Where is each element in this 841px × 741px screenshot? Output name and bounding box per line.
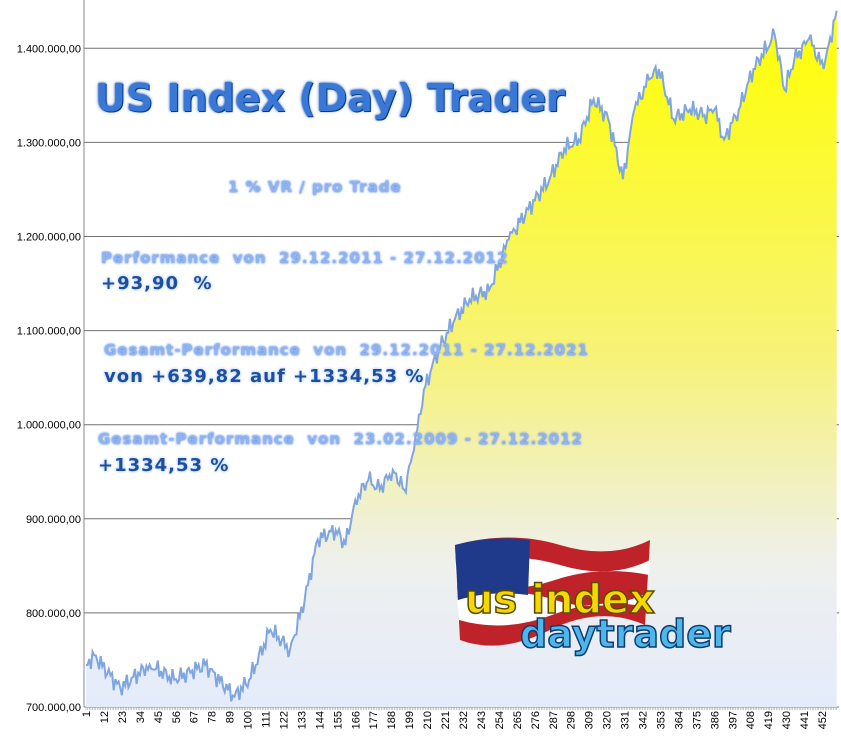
y-tick-label: 1.100.000,00 xyxy=(17,326,81,338)
x-tick-label: 210 xyxy=(422,711,434,729)
x-tick-label: 265 xyxy=(512,711,524,729)
x-tick-label: 34 xyxy=(135,711,147,723)
x-tick-label: 144 xyxy=(314,711,326,729)
x-tick-label: 452 xyxy=(817,711,829,729)
x-tick-label: 309 xyxy=(584,711,596,729)
x-tick-label: 122 xyxy=(278,711,290,729)
x-tick-label: 276 xyxy=(530,711,542,729)
x-tick-label: 133 xyxy=(296,711,308,729)
y-tick-label: 1.200.000,00 xyxy=(17,232,81,244)
x-tick-label: 45 xyxy=(153,711,165,723)
x-tick-label: 100 xyxy=(243,711,255,729)
x-tick-label: 89 xyxy=(225,711,237,723)
x-tick-label: 166 xyxy=(350,711,362,729)
x-tick-label: 155 xyxy=(332,711,344,729)
x-tick-label: 78 xyxy=(207,711,219,723)
annotation-label-1: Performance von 29.12.2011 - 27.12.2012 xyxy=(101,249,509,267)
x-tick-label: 375 xyxy=(691,711,703,729)
x-tick-label: 386 xyxy=(709,711,721,729)
annotation-value-1: +93,90 % xyxy=(101,273,213,294)
y-tick-label: 1.000.000,00 xyxy=(17,420,81,432)
y-tick-label: 900.000,00 xyxy=(26,514,81,526)
chart-title: US Index (Day) Trader xyxy=(95,76,565,120)
x-tick-label: 408 xyxy=(745,711,757,729)
x-tick-label: 177 xyxy=(368,711,380,729)
x-tick-label: 364 xyxy=(673,711,685,729)
x-tick-label: 397 xyxy=(727,711,739,729)
x-tick-label: 67 xyxy=(189,711,201,723)
y-tick-label: 800.000,00 xyxy=(26,608,81,620)
x-tick-label: 331 xyxy=(620,711,632,729)
x-tick-label: 353 xyxy=(655,711,667,729)
us-index-daytrader-logo: us index daytrader xyxy=(455,537,732,657)
x-tick-label: 111 xyxy=(261,711,273,728)
x-tick-label: 243 xyxy=(476,711,488,729)
x-tick-label: 232 xyxy=(458,711,470,729)
x-tick-label: 199 xyxy=(404,711,416,729)
x-tick-label: 12 xyxy=(99,711,111,723)
annotation-label-3: Gesamt-Performance von 23.02.2009 - 27.1… xyxy=(98,430,583,448)
series-line xyxy=(86,10,838,702)
x-tick-label: 441 xyxy=(799,711,811,729)
x-tick-label: 419 xyxy=(763,711,775,729)
y-tick-label: 1.400.000,00 xyxy=(17,43,81,55)
annotation-value-3: +1334,53 % xyxy=(98,455,230,476)
svg-text:daytrader: daytrader xyxy=(520,612,731,656)
y-tick-label: 700.000,00 xyxy=(26,702,81,714)
x-tick-label: 56 xyxy=(171,711,183,723)
x-tick-label: 320 xyxy=(602,711,614,729)
x-tick-label: 430 xyxy=(781,711,793,729)
x-tick-label: 221 xyxy=(440,711,452,729)
annotation-label-2: Gesamt-Performance von 29.12.2011 - 27.1… xyxy=(104,341,589,359)
x-tick-label: 298 xyxy=(566,711,578,729)
x-tick-label: 23 xyxy=(117,711,129,723)
x-tick-label: 1 xyxy=(81,711,93,717)
x-tick-label: 254 xyxy=(494,711,506,729)
x-tick-label: 342 xyxy=(638,711,650,729)
y-tick-label: 1.300.000,00 xyxy=(17,137,81,149)
series-area xyxy=(86,10,837,707)
chart-subtitle: 1 % VR / pro Trade xyxy=(228,178,402,196)
x-tick-label: 188 xyxy=(386,711,398,729)
svg-text:us index: us index xyxy=(465,577,655,623)
annotation-value-2: von +639,82 auf +1334,53 % xyxy=(104,366,425,387)
x-tick-label: 287 xyxy=(548,711,560,729)
